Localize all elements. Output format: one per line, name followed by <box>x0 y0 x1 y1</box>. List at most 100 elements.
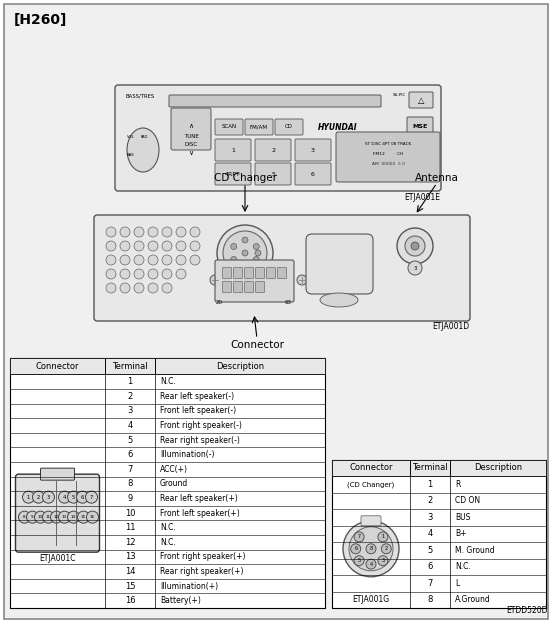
Text: Front left speaker(+): Front left speaker(+) <box>160 508 240 518</box>
Text: Battery(+): Battery(+) <box>160 596 201 605</box>
Text: 6: 6 <box>354 546 357 551</box>
Text: 15: 15 <box>81 515 86 519</box>
Text: TUNE: TUNE <box>184 133 198 138</box>
Circle shape <box>381 544 391 554</box>
Text: 2: 2 <box>128 392 132 401</box>
FancyBboxPatch shape <box>361 516 381 526</box>
Circle shape <box>231 244 237 249</box>
Circle shape <box>43 491 55 503</box>
Text: N.C.: N.C. <box>160 538 176 547</box>
FancyBboxPatch shape <box>245 282 253 293</box>
Circle shape <box>106 241 116 251</box>
FancyBboxPatch shape <box>409 92 433 108</box>
FancyBboxPatch shape <box>233 282 242 293</box>
Text: ETJA001C: ETJA001C <box>39 554 76 563</box>
Text: 3: 3 <box>427 513 433 521</box>
FancyBboxPatch shape <box>255 163 291 185</box>
FancyBboxPatch shape <box>233 267 242 278</box>
Text: A.Ground: A.Ground <box>455 595 491 604</box>
Text: Description: Description <box>474 464 522 472</box>
Circle shape <box>148 269 158 279</box>
Text: SCAN: SCAN <box>221 125 237 130</box>
Circle shape <box>23 491 34 503</box>
FancyBboxPatch shape <box>407 117 433 137</box>
Text: 2: 2 <box>385 546 388 551</box>
Circle shape <box>50 511 62 523</box>
Circle shape <box>162 283 172 293</box>
Circle shape <box>148 227 158 237</box>
Text: 8: 8 <box>369 546 373 551</box>
Circle shape <box>242 250 248 256</box>
Ellipse shape <box>127 128 159 172</box>
Text: FM/AM: FM/AM <box>250 125 268 130</box>
Circle shape <box>176 241 186 251</box>
Text: 6: 6 <box>128 450 132 459</box>
Text: 10: 10 <box>38 515 43 519</box>
Circle shape <box>253 257 259 262</box>
Circle shape <box>190 255 200 265</box>
Text: Front right speaker(-): Front right speaker(-) <box>160 421 242 430</box>
Circle shape <box>148 283 158 293</box>
Ellipse shape <box>320 293 358 307</box>
Text: Front left speaker(-): Front left speaker(-) <box>160 406 236 416</box>
Text: ETDD520D: ETDD520D <box>507 606 548 615</box>
Text: VOL: VOL <box>127 135 135 139</box>
Text: 3: 3 <box>128 406 132 416</box>
Circle shape <box>134 255 144 265</box>
FancyBboxPatch shape <box>115 85 441 191</box>
Circle shape <box>378 532 388 542</box>
Bar <box>450 460 546 476</box>
Text: BASS/TRES: BASS/TRES <box>126 93 155 98</box>
Text: Antenna: Antenna <box>415 173 459 183</box>
Text: 5: 5 <box>271 171 275 176</box>
Circle shape <box>343 521 399 577</box>
Circle shape <box>354 556 364 566</box>
Circle shape <box>405 236 425 256</box>
Text: (CD Changer): (CD Changer) <box>347 481 395 488</box>
Text: 12: 12 <box>54 515 59 519</box>
Circle shape <box>162 255 172 265</box>
FancyBboxPatch shape <box>336 132 440 182</box>
Text: Front right speaker(+): Front right speaker(+) <box>160 553 246 561</box>
Circle shape <box>134 283 144 293</box>
Text: HYUNDAI: HYUNDAI <box>318 123 358 133</box>
Circle shape <box>176 255 186 265</box>
Text: 4: 4 <box>369 561 373 566</box>
Text: Rear right speaker(+): Rear right speaker(+) <box>160 567 243 576</box>
Text: 1: 1 <box>128 377 132 386</box>
Text: AM  00000  5 0: AM 00000 5 0 <box>371 162 405 166</box>
Circle shape <box>120 241 130 251</box>
Text: 1: 1 <box>231 148 235 153</box>
Circle shape <box>378 556 388 566</box>
Text: N.C.: N.C. <box>160 523 176 532</box>
Text: 7: 7 <box>358 535 360 540</box>
Text: 6: 6 <box>81 495 84 500</box>
Text: 9: 9 <box>31 515 34 519</box>
Text: 9: 9 <box>128 494 132 503</box>
FancyBboxPatch shape <box>295 163 331 185</box>
Text: 20: 20 <box>215 300 222 305</box>
Circle shape <box>253 244 259 249</box>
Text: 3: 3 <box>311 148 315 153</box>
Circle shape <box>33 491 45 503</box>
FancyBboxPatch shape <box>215 260 294 302</box>
Circle shape <box>210 275 220 285</box>
Text: 6: 6 <box>427 562 433 571</box>
Text: 1: 1 <box>381 535 384 540</box>
FancyBboxPatch shape <box>245 267 253 278</box>
FancyBboxPatch shape <box>215 139 251 161</box>
Text: N.C.: N.C. <box>455 562 471 571</box>
Bar <box>105 358 155 374</box>
FancyBboxPatch shape <box>306 234 373 294</box>
Bar <box>155 358 325 374</box>
Text: B+: B+ <box>455 530 466 538</box>
Circle shape <box>242 263 248 269</box>
Text: 7: 7 <box>90 495 93 500</box>
Circle shape <box>162 241 172 251</box>
Text: Rear right speaker(-): Rear right speaker(-) <box>160 435 240 445</box>
FancyBboxPatch shape <box>215 119 243 135</box>
Circle shape <box>231 257 237 262</box>
Text: MSE: MSE <box>412 125 428 130</box>
Text: Illumination(-): Illumination(-) <box>160 450 215 459</box>
Text: ∧: ∧ <box>188 123 194 129</box>
